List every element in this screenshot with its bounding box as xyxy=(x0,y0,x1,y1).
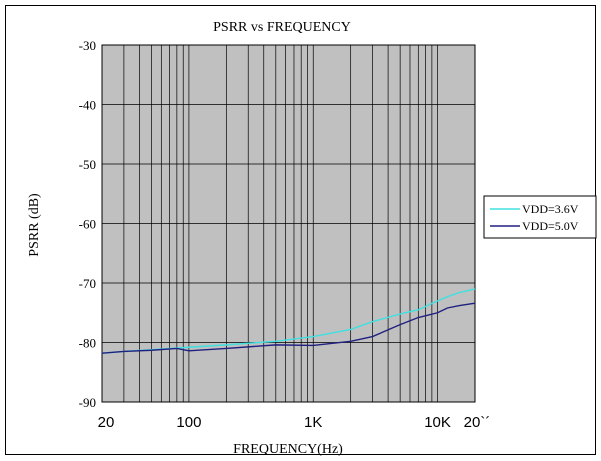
y-tick-labels: -90 -80 -70 -60 -50 -40 -30 xyxy=(79,38,96,410)
x-tick-labels: 20 100 1K 10K 20`´ xyxy=(98,414,491,431)
grid-lines xyxy=(102,45,475,402)
series-layer xyxy=(101,288,476,354)
x-tick-label: 20 xyxy=(98,414,115,431)
y-tick-label: -30 xyxy=(79,38,96,53)
x-tick-label: 20`´ xyxy=(464,414,491,431)
chart-title: PSRR vs FREQUENCY xyxy=(213,20,351,35)
y-tick-label: -90 xyxy=(79,395,96,410)
series-line-vdd-5-0v xyxy=(101,302,476,354)
y-tick-label: -40 xyxy=(79,98,96,113)
x-tick-label: 10K xyxy=(424,414,451,431)
y-tick-label: -80 xyxy=(79,336,96,351)
y-tick-label: -70 xyxy=(79,276,96,291)
x-tick-label: 100 xyxy=(176,414,201,431)
legend-label-vdd-5-0v: VDD=5.0V xyxy=(522,219,579,233)
legend-box xyxy=(483,195,597,239)
y-axis-label: PSRR (dB) xyxy=(27,193,42,257)
x-axis-label: FREQUENCY(Hz) xyxy=(233,442,343,457)
legend: VDD=3.6V VDD=5.0V xyxy=(483,195,597,239)
y-tick-label: -50 xyxy=(79,157,96,172)
legend-label-vdd-3-6v: VDD=3.6V xyxy=(522,202,579,216)
x-tick-label: 1K xyxy=(304,414,322,431)
y-tick-label: -60 xyxy=(79,217,96,232)
